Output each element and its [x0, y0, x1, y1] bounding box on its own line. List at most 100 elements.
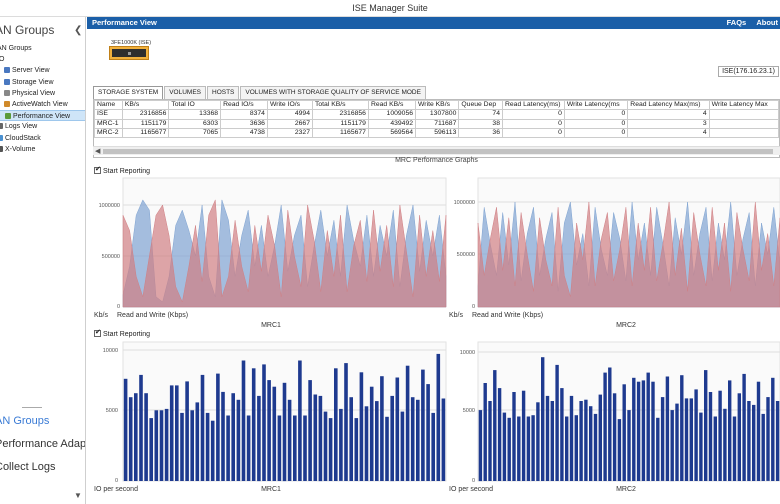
series-area-read	[122, 199, 447, 308]
sidebar-item-server-view[interactable]: Server View	[0, 65, 85, 76]
bar	[123, 378, 128, 481]
column-header[interactable]: Total KB/s	[311, 100, 369, 111]
column-header[interactable]: Read Latency(ms)	[501, 100, 565, 111]
column-header[interactable]: Read IO/s	[220, 100, 268, 111]
tab-volumes-qos[interactable]: VOLUMES WITH STORAGE QUALITY OF SERVICE …	[240, 86, 426, 99]
bar	[766, 397, 770, 481]
sidebar-item-label: Physical View	[12, 89, 56, 97]
bar	[579, 401, 583, 481]
bar	[550, 401, 554, 481]
nav-an-groups[interactable]: AN Groups	[0, 415, 50, 427]
bar	[775, 401, 780, 481]
nav-performance-adapter[interactable]: Performance Adapter	[0, 438, 86, 450]
sidebar-item-label: ActiveWatch View	[12, 100, 68, 108]
y-tick-label: 10000	[460, 350, 475, 356]
start-reporting-label: Start Reporting	[103, 168, 151, 175]
bar	[221, 391, 225, 481]
table-cell	[708, 109, 779, 120]
column-header[interactable]: Write KB/s	[415, 100, 460, 111]
column-header[interactable]: Write Latency(ms	[563, 100, 629, 111]
about-link[interactable]: About	[756, 18, 778, 27]
tab-bar: STORAGE SYSTEM VOLUMES HOSTS VOLUMES WIT…	[93, 86, 427, 100]
horizontal-scrollbar[interactable]: ◀	[93, 146, 780, 155]
sidebar-item-x-volume[interactable]: X-Volume	[0, 144, 85, 155]
bar	[761, 413, 765, 481]
bar	[670, 410, 674, 482]
cloudstack-icon	[0, 134, 3, 141]
checkbox-checked-icon[interactable]	[94, 165, 101, 174]
sidebar-item-activewatch-view[interactable]: ActiveWatch View	[0, 99, 85, 110]
column-header[interactable]: Write IO/s	[266, 100, 313, 111]
table-cell: 74	[458, 109, 503, 120]
checkbox-checked-icon[interactable]	[94, 328, 101, 337]
bar	[441, 398, 446, 481]
table-cell: 2667	[266, 118, 313, 129]
chart-plot-area	[477, 341, 780, 482]
bar	[359, 372, 364, 481]
series-area-write	[477, 201, 780, 308]
y-tick-label: 1000000	[454, 200, 475, 206]
table-row[interactable]: MRC-2 1165677 7065 4738 2327 1165677 569564 596…	[94, 127, 779, 139]
table-row[interactable]: ISE 2316856 13368 8374 4994 2316856 1009056 130…	[94, 109, 779, 120]
bar	[421, 369, 425, 481]
dropdown-arrow-icon[interactable]: ▼	[74, 491, 82, 500]
bar	[756, 381, 761, 481]
bar	[293, 415, 297, 481]
bar	[656, 417, 660, 481]
start-reporting-checkbox-bottom[interactable]: Start Reporting	[94, 328, 150, 338]
sidebar-item-cloudstack[interactable]: CloudStack	[0, 133, 85, 144]
scrollbar-thumb[interactable]	[103, 149, 773, 154]
graphs-title: MRC Performance Graphs	[395, 157, 478, 164]
tab-hosts[interactable]: HOSTS	[207, 86, 240, 99]
column-header[interactable]: Read Latency Max(ms)	[627, 100, 710, 111]
column-header[interactable]: Read KB/s	[367, 100, 417, 111]
bar	[526, 416, 531, 481]
table-cell: 2327	[266, 127, 313, 139]
tab-storage-system[interactable]: STORAGE SYSTEM	[93, 86, 164, 100]
sidebar-item-physical-view[interactable]: Physical View	[0, 88, 85, 99]
y-tick-label: 5000	[463, 408, 475, 414]
bar	[139, 374, 143, 481]
table-cell: 596113	[415, 127, 460, 139]
start-reporting-checkbox-top[interactable]: Start Reporting	[94, 165, 151, 175]
bar	[478, 410, 483, 482]
table-cell: 569564	[367, 127, 417, 139]
legend-label: Read and Write (Kbps)	[117, 312, 188, 319]
bar	[395, 377, 400, 481]
bar	[747, 401, 751, 481]
table-cell: ISE	[94, 109, 123, 120]
table-cell: 13368	[168, 109, 222, 120]
y-axis-label: IO per second	[94, 486, 138, 493]
bar	[555, 364, 559, 481]
bar	[603, 372, 607, 481]
device-icon[interactable]	[109, 46, 149, 60]
sidebar-item-logs-view[interactable]: Logs View	[0, 121, 85, 132]
nav-collect-logs[interactable]: Collect Logs	[0, 461, 56, 473]
faqs-link[interactable]: FAQs	[726, 18, 747, 27]
page-header: Performance View FAQs About	[87, 17, 780, 29]
bar	[617, 419, 622, 481]
sidebar-item-io[interactable]: IO	[0, 54, 85, 65]
sidebar-item-storage-view[interactable]: Storage View	[0, 77, 85, 88]
y-axis-label: Kb/s	[94, 312, 109, 319]
table-cell: 1009056	[367, 109, 417, 120]
ip-address-badge: ISE(176.16.23.1)	[718, 66, 779, 77]
column-header[interactable]: Queue Dep	[458, 100, 503, 111]
column-header[interactable]: Name	[94, 100, 123, 111]
table-row[interactable]: MRC-1 1151179 6303 3636 2667 1151179 439492 711…	[94, 118, 779, 129]
sidebar-item-performance-view[interactable]: Performance View	[0, 110, 85, 122]
sidebar-item-an-groups[interactable]: AN Groups	[0, 43, 85, 54]
scroll-left-icon[interactable]: ◀	[95, 148, 101, 155]
tab-volumes[interactable]: VOLUMES	[164, 86, 206, 99]
collapse-chevron-icon[interactable]: ❮	[74, 25, 83, 36]
table-cell: 1165677	[311, 127, 369, 139]
bar	[493, 370, 497, 481]
performance-table: Name KB/s Total IO Read IO/s Write IO/s Total…	[93, 99, 780, 158]
bar	[560, 388, 564, 481]
y-axis-label: IO per second	[449, 486, 493, 493]
bar	[521, 390, 526, 481]
column-header[interactable]: Total IO	[168, 100, 222, 111]
column-header[interactable]: Write Latency Max	[708, 100, 779, 111]
storage-icon	[4, 78, 10, 85]
column-header[interactable]: KB/s	[121, 100, 170, 111]
